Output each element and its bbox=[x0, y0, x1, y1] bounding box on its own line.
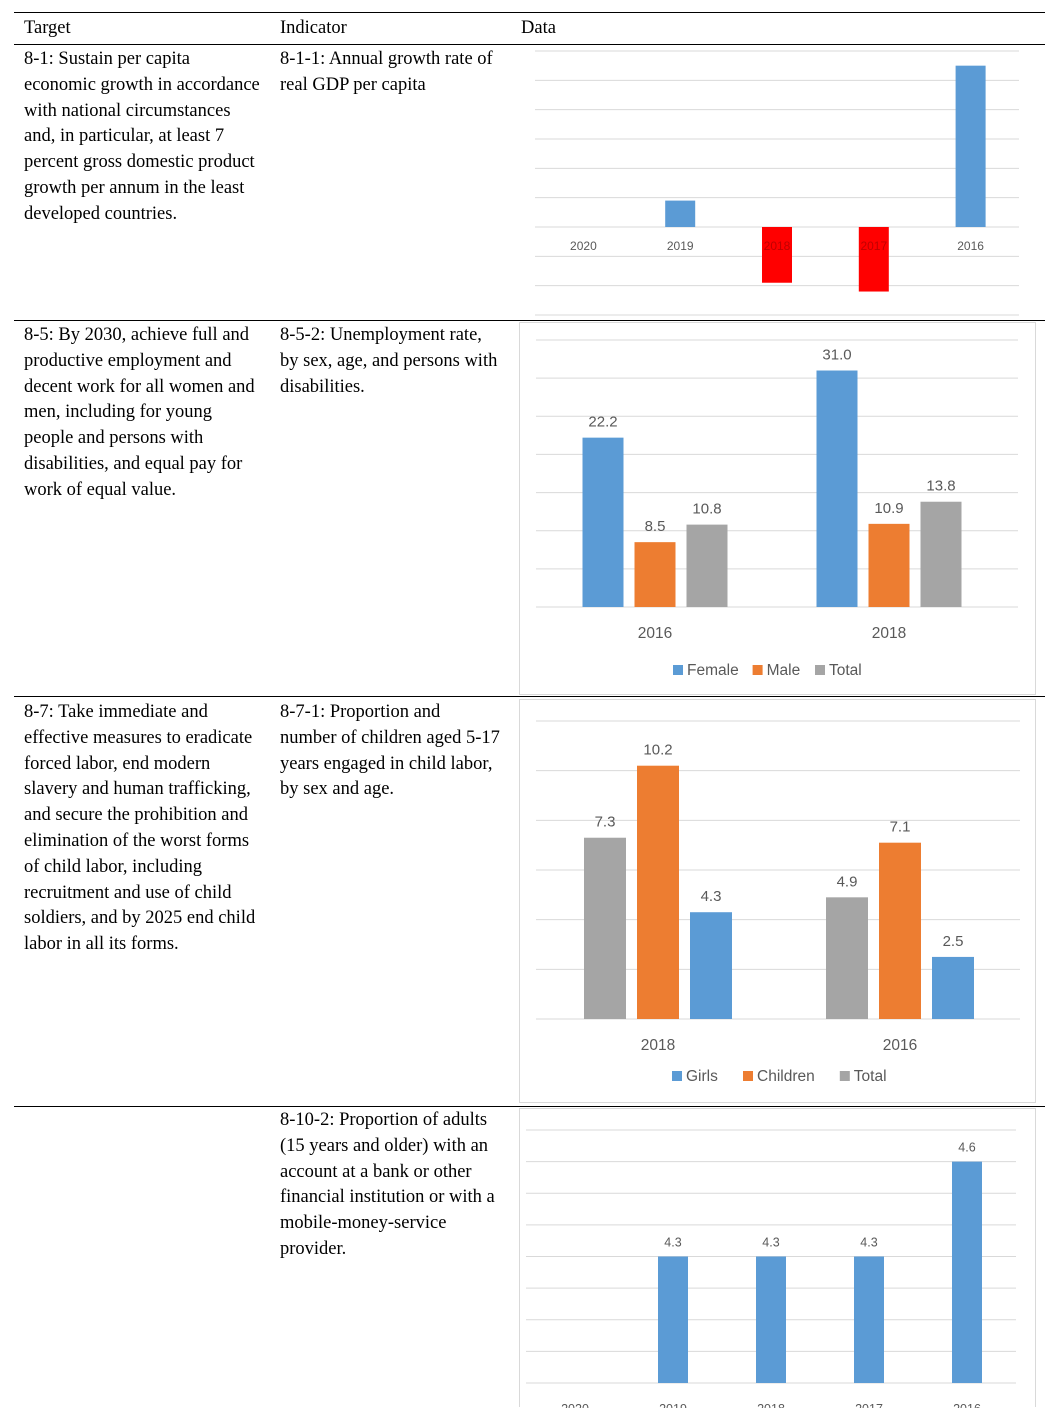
data-label: 2.5 bbox=[943, 933, 964, 950]
row-1-target: 8-1: Sustain per capita economic growth … bbox=[24, 49, 260, 224]
bar bbox=[858, 227, 889, 292]
data-label: 4.3 bbox=[762, 1236, 779, 1250]
legend-label: Female bbox=[687, 662, 739, 679]
data-label: 4.3 bbox=[701, 888, 722, 905]
bar bbox=[762, 227, 792, 283]
x-tick-label: 2018 bbox=[641, 1037, 675, 1054]
bar bbox=[854, 1256, 884, 1383]
bar bbox=[690, 912, 732, 1019]
legend-swatch bbox=[672, 1071, 682, 1081]
data-label: 13.8 bbox=[926, 478, 955, 495]
row-3-target: 8-7: Take immediate and effective measur… bbox=[24, 702, 256, 955]
data-label: 8.5 bbox=[645, 518, 666, 535]
chart-gdp-growth: 2020 2019 2018 2017 2016 bbox=[519, 45, 1025, 320]
legend-label: Children bbox=[757, 1068, 815, 1085]
bar bbox=[955, 65, 986, 228]
legend-swatch bbox=[815, 665, 825, 675]
data-label: 7.3 bbox=[595, 814, 616, 831]
bar bbox=[665, 200, 696, 227]
data-label: 4.3 bbox=[860, 1236, 877, 1250]
header-data: Data bbox=[521, 18, 556, 38]
row-2-rule bbox=[14, 696, 1045, 697]
bar bbox=[816, 370, 858, 607]
row-4-indicator: 8-10-2: Proportion of adults (15 years a… bbox=[280, 1110, 495, 1259]
x-tick-label: 2016 bbox=[957, 239, 984, 253]
header-bottom-rule bbox=[14, 44, 1045, 45]
bar bbox=[932, 956, 974, 1019]
x-tick-label: 2020 bbox=[570, 239, 597, 253]
x-tick-label: 2016 bbox=[638, 625, 672, 642]
data-label: 10.2 bbox=[643, 742, 672, 759]
data-label: 10.8 bbox=[692, 501, 721, 518]
bar bbox=[879, 842, 921, 1019]
legend-label: Male bbox=[767, 662, 801, 679]
row-1-indicator: 8-1-1: Annual growth rate of real GDP pe… bbox=[280, 49, 493, 95]
legend-swatch bbox=[839, 1071, 850, 1081]
data-label: 22.2 bbox=[588, 414, 617, 431]
legend-label: Girls bbox=[686, 1068, 718, 1085]
legend-label: Total bbox=[829, 662, 862, 679]
bar bbox=[868, 523, 910, 607]
bar bbox=[826, 897, 868, 1019]
bar bbox=[634, 542, 676, 607]
row-2-target: 8-5: By 2030, achieve full and productiv… bbox=[24, 325, 255, 500]
bar bbox=[658, 1256, 688, 1383]
chart-bank-account: 2020 4.3 2019 4.3 2018 4.3 2017 4.6 2016 bbox=[519, 1108, 1036, 1408]
legend-swatch bbox=[752, 665, 763, 675]
bar bbox=[920, 501, 962, 607]
x-tick-label: 2017 bbox=[855, 1402, 883, 1408]
data-label: 10.9 bbox=[874, 500, 903, 517]
bar bbox=[584, 837, 626, 1019]
row-1-rule bbox=[14, 320, 1045, 321]
x-tick-label: 2016 bbox=[883, 1037, 917, 1054]
bar bbox=[756, 1256, 786, 1383]
header-indicator: Indicator bbox=[280, 18, 347, 38]
row-3-rule bbox=[14, 1106, 1045, 1107]
data-label: 4.3 bbox=[664, 1236, 681, 1250]
data-label: 7.1 bbox=[890, 819, 911, 836]
table-top-rule bbox=[14, 12, 1045, 13]
x-tick-label: 2019 bbox=[667, 239, 694, 253]
data-label: 4.9 bbox=[837, 873, 858, 890]
x-tick-label: 2018 bbox=[757, 1402, 785, 1408]
legend-label: Total bbox=[854, 1068, 887, 1085]
data-label: 31.0 bbox=[822, 347, 851, 364]
bar bbox=[637, 765, 679, 1019]
x-tick-label: 2017 bbox=[860, 239, 887, 253]
legend-swatch bbox=[743, 1071, 753, 1081]
row-3-indicator: 8-7-1: Proportion and number of children… bbox=[280, 702, 500, 800]
x-tick-label: 2018 bbox=[872, 625, 906, 642]
bar bbox=[582, 437, 624, 607]
row-2-indicator: 8-5-2: Unemployment rate, by sex, age, a… bbox=[280, 325, 498, 397]
x-tick-label: 2019 bbox=[659, 1402, 687, 1408]
header-target: Target bbox=[24, 18, 71, 38]
chart-unemployment: 22.2 8.5 10.8 2016 31.0 10.9 13.8 2018 Female Mal… bbox=[519, 322, 1036, 695]
data-label: 4.6 bbox=[958, 1141, 975, 1155]
bar bbox=[686, 524, 728, 607]
x-tick-label: 2018 bbox=[764, 239, 791, 253]
chart-child-labor: 7.3 10.2 4.3 2018 4.9 7.1 2.5 2016 Girls Children… bbox=[519, 699, 1036, 1103]
legend-swatch bbox=[673, 665, 683, 675]
bar bbox=[952, 1161, 982, 1383]
x-tick-label: 2016 bbox=[953, 1402, 981, 1408]
x-tick-label: 2020 bbox=[561, 1402, 589, 1408]
